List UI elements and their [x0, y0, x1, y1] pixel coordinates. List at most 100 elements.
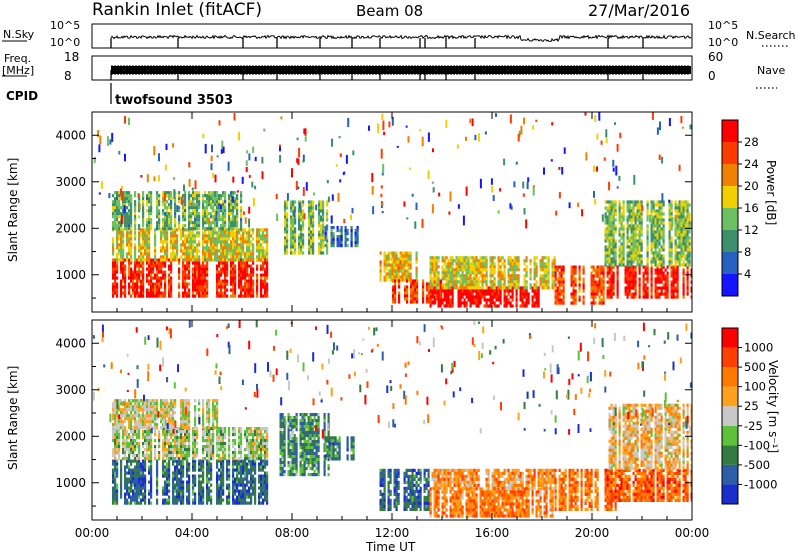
heatmap-cell: [608, 248, 611, 252]
heatmap-cell: [320, 233, 323, 237]
heatmap-cell: [240, 273, 243, 277]
heatmap-cell: [310, 212, 313, 216]
heatmap-cell: [184, 209, 187, 213]
heatmap-cell: [467, 259, 470, 263]
heatmap-cell: [186, 246, 189, 250]
heatmap-cell: [539, 259, 542, 263]
heatmap-cell: [547, 277, 550, 281]
heatmap-cell: [399, 266, 402, 270]
heatmap-cell: [582, 268, 585, 272]
heatmap-cell: [608, 271, 611, 275]
heatmap-cell: [656, 286, 659, 290]
heatmap-cell: [624, 292, 627, 296]
heatmap-cell: [489, 283, 492, 287]
heatmap-cell: [182, 294, 185, 298]
heatmap-cell: [156, 279, 159, 283]
heatmap-cell: [298, 239, 301, 243]
heatmap-cell: [114, 264, 117, 268]
heatmap-cell: [672, 280, 675, 284]
heatmap-cell: [395, 260, 398, 264]
heatmap-cell: [558, 292, 561, 296]
sparse-echo: [303, 213, 306, 220]
heatmap-cell: [574, 265, 577, 269]
sparse-echo: [296, 158, 299, 163]
heatmap-cell: [188, 191, 191, 195]
heatmap-cell: [318, 242, 321, 246]
heatmap-cell: [497, 304, 500, 308]
heatmap-cell: [598, 301, 601, 305]
heatmap-cell: [232, 221, 235, 225]
heatmap-cell: [574, 271, 577, 275]
heatmap-cell: [134, 212, 137, 216]
heatmap-cell: [473, 256, 476, 260]
heatmap-cell: [240, 252, 243, 256]
heatmap-cell: [618, 203, 621, 207]
heatmap-cell: [312, 200, 315, 204]
heatmap-cell: [634, 218, 637, 222]
heatmap-cell: [426, 285, 429, 289]
heatmap-cell: [322, 242, 325, 246]
heatmap-cell: [670, 248, 673, 252]
heatmap-cell: [672, 283, 675, 287]
heatmap-cell: [560, 277, 563, 281]
heatmap-cell: [435, 283, 438, 287]
heatmap-cell: [684, 263, 687, 267]
heatmap-cell: [230, 252, 233, 256]
heatmap-cell: [535, 274, 538, 278]
heatmap-cell: [218, 258, 221, 262]
heatmap-cell: [302, 212, 305, 216]
heatmap-cell: [330, 232, 333, 236]
heatmap-cell: [112, 474, 115, 478]
heatmap-cell: [222, 291, 225, 295]
heatmap-cell: [122, 267, 125, 271]
heatmap-cell: [511, 274, 514, 278]
heatmap-cell: [250, 228, 253, 232]
heatmap-cell: [162, 227, 165, 231]
heatmap-cell: [264, 294, 267, 298]
heatmap-cell: [471, 283, 474, 287]
heatmap-cell: [572, 292, 575, 296]
heatmap-cell: [626, 239, 629, 243]
heatmap-cell: [224, 200, 227, 204]
heatmap-cell: [451, 295, 454, 299]
sparse-echo: [231, 196, 234, 202]
heatmap-cell: [118, 200, 121, 204]
heatmap-cell: [676, 209, 679, 213]
heatmap-cell: [407, 263, 410, 267]
heatmap-cell: [198, 221, 201, 225]
heatmap-cell: [120, 249, 123, 253]
heatmap-cell: [206, 261, 209, 265]
heatmap-cell: [176, 228, 179, 232]
heatmap-cell: [326, 227, 329, 231]
heatmap-cell: [622, 203, 625, 207]
freq-trace-band: [111, 66, 691, 74]
heatmap-cell: [356, 235, 359, 239]
heatmap-cell: [204, 279, 207, 283]
heatmap-cell: [622, 260, 625, 264]
heatmap-cell: [481, 262, 484, 266]
heatmap-cell: [539, 277, 542, 281]
heatmap-cell: [202, 294, 205, 298]
heatmap-cell: [674, 203, 677, 207]
heatmap-cell: [682, 239, 685, 243]
heatmap-cell: [124, 212, 127, 216]
heatmap-cell: [674, 239, 677, 243]
heatmap-cell: [134, 288, 137, 292]
heatmap-cell: [455, 265, 458, 269]
heatmap-cell: [527, 301, 530, 305]
heatmap-cell: [158, 218, 161, 222]
heatmap-cell: [248, 249, 251, 253]
heatmap-cell: [184, 240, 187, 244]
heatmap-cell: [190, 206, 193, 210]
heatmap-cell: [356, 232, 359, 236]
heatmap-cell: [236, 197, 239, 201]
heatmap-cell: [204, 234, 207, 238]
heatmap-cell: [190, 234, 193, 238]
heatmap-cell: [467, 298, 470, 302]
heatmap-cell: [252, 252, 255, 256]
heatmap-cell: [660, 206, 663, 210]
heatmap-cell: [632, 286, 635, 290]
heatmap-cell: [188, 221, 191, 225]
heatmap-cell: [138, 267, 141, 271]
heatmap-cell: [558, 277, 561, 281]
